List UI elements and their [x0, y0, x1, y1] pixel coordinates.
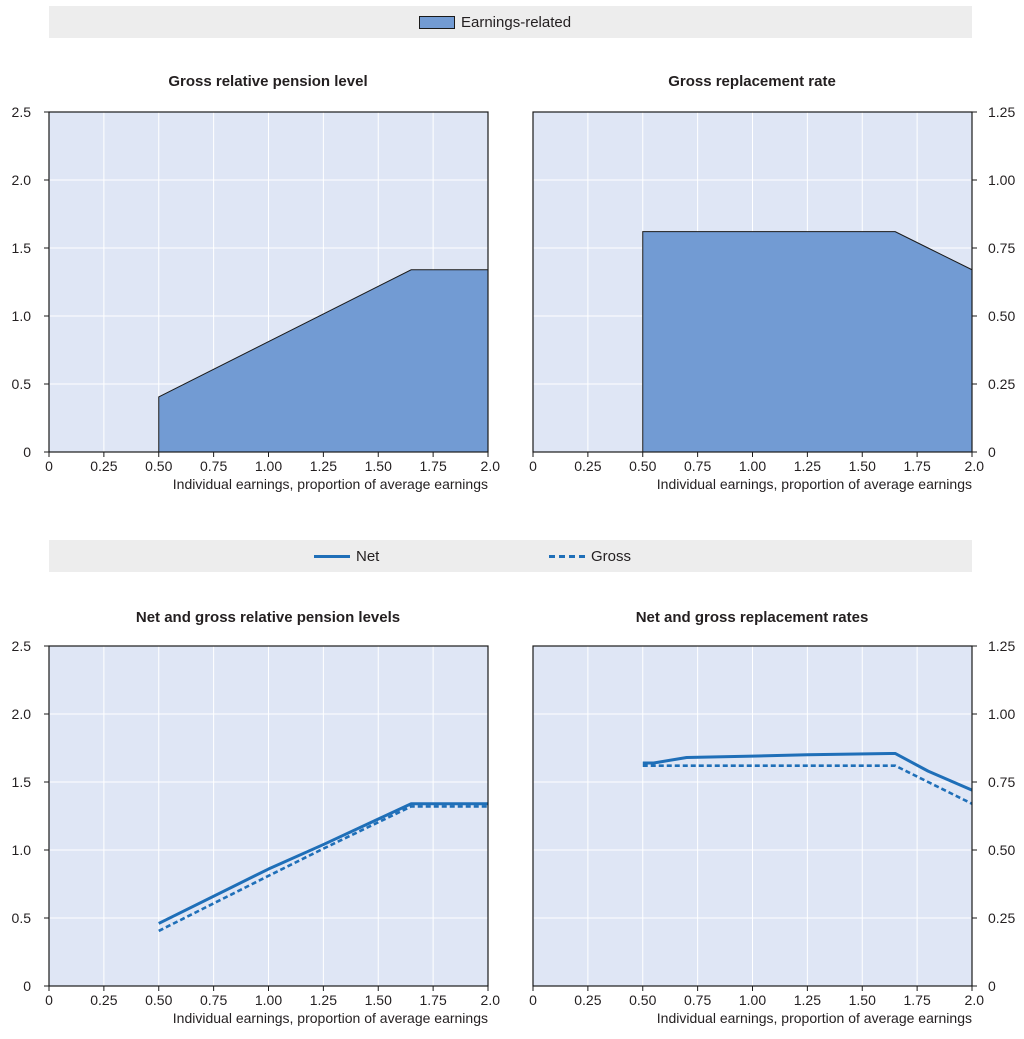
- chart3-xtick-label: 0.25: [574, 992, 601, 1008]
- chart3-ytick-label: 0.50: [988, 842, 1015, 858]
- chart0-ytick-label: 2.0: [12, 172, 32, 188]
- chart1-xtick-label: 2.0: [965, 458, 985, 474]
- chart2-xtick-label: 0.50: [145, 992, 172, 1008]
- chart1-xtick-label: 0: [529, 458, 537, 474]
- chart0-ytick-label: 1.0: [12, 308, 32, 324]
- chart3-ytick-label: 0.25: [988, 910, 1015, 926]
- chart2-xaxis-label: Individual earnings, proportion of avera…: [173, 1010, 488, 1026]
- chart2-ytick-label: 0.5: [12, 910, 32, 926]
- chart1-ytick-label: 0.25: [988, 376, 1015, 392]
- chart1-xtick-label: 1.50: [849, 458, 876, 474]
- legend-label-gross: Gross: [591, 547, 632, 565]
- chart2-xtick-label: 0.25: [90, 992, 117, 1008]
- chart1-ytick-label: 1.00: [988, 172, 1015, 188]
- chart0-xtick-label: 0: [45, 458, 53, 474]
- chart2-xtick-label: 1.25: [310, 992, 337, 1008]
- chart1-xtick-label: 1.00: [739, 458, 766, 474]
- chart0-xaxis-label: Individual earnings, proportion of avera…: [173, 476, 488, 492]
- legend-label-earnings-related: Earnings-related: [461, 13, 572, 31]
- chart0-xtick-label: 1.50: [365, 458, 392, 474]
- chart2-xtick-label: 1.75: [420, 992, 447, 1008]
- chart3-ytick-label: 0.75: [988, 774, 1015, 790]
- chart-title-net-gross-replacement-rates: Net and gross replacement rates: [635, 609, 869, 626]
- chart0-area-earnings-related: [158, 269, 488, 452]
- chart2-series-gross: [158, 805, 488, 933]
- legend-label-net: Net: [356, 547, 380, 565]
- chart3-xtick-label: 1.25: [794, 992, 821, 1008]
- chart3-ytick-label: 1.00: [988, 706, 1015, 722]
- chart0-ytick-label: 0: [23, 444, 31, 460]
- legend-line-net: [314, 554, 350, 558]
- chart0-xtick-label: 0.50: [145, 458, 172, 474]
- chart1-area-earnings-related: [642, 231, 972, 452]
- legend-item-gross: Gross: [549, 540, 631, 572]
- legend-line-gross: [549, 554, 585, 558]
- chart3-ytick-label: 0: [988, 978, 996, 994]
- chart-title-gross-replacement-rate: Gross replacement rate: [668, 73, 836, 90]
- chart0-ytick-label: 0.5: [12, 376, 32, 392]
- chart1-ytick-label: 0.75: [988, 240, 1015, 256]
- chart2-xtick-label: 0: [45, 992, 53, 1008]
- legend-item-net: Net: [314, 540, 379, 572]
- chart-title-net-gross-relative-levels: Net and gross relative pension levels: [135, 609, 401, 626]
- chart2-ytick-label: 0: [23, 978, 31, 994]
- chart1-ytick-label: 0.50: [988, 308, 1015, 324]
- chart3-xtick-label: 0.50: [629, 992, 656, 1008]
- chart0-xtick-label: 1.75: [420, 458, 447, 474]
- chart2-ytick-label: 2.0: [12, 706, 32, 722]
- legend-top: Earnings-related: [49, 6, 972, 38]
- chart0-ytick-label: 2.5: [12, 104, 32, 120]
- chart2-xtick-label: 1.50: [365, 992, 392, 1008]
- chart3-xaxis-label: Individual earnings, proportion of avera…: [657, 1010, 972, 1026]
- chart3-ytick-label: 1.25: [988, 638, 1015, 654]
- chart0-xtick-label: 0.25: [90, 458, 117, 474]
- chart2-ytick-label: 2.5: [12, 638, 32, 654]
- chart0-xtick-label: 0.75: [200, 458, 227, 474]
- chart2-ytick-label: 1.0: [12, 842, 32, 858]
- chart2-series-net: [158, 802, 488, 925]
- chart1-ytick-label: 0: [988, 444, 996, 460]
- chart-title-gross-relative-level: Gross relative pension level: [168, 73, 368, 90]
- chart3-xtick-label: 1.00: [739, 992, 766, 1008]
- chart3-xtick-label: 0: [529, 992, 537, 1008]
- chart2-xtick-label: 0.75: [200, 992, 227, 1008]
- legend-swatch-earnings-related: [419, 15, 455, 29]
- chart3-series-net: [642, 751, 973, 792]
- chart3-xtick-label: 2.0: [965, 992, 985, 1008]
- chart2-xtick-label: 1.00: [255, 992, 282, 1008]
- chart1-xtick-label: 1.75: [904, 458, 931, 474]
- chart1-xaxis-label: Individual earnings, proportion of avera…: [657, 476, 972, 492]
- chart3-series-gross: [642, 764, 973, 805]
- legend-item-earnings-related: Earnings-related: [419, 6, 571, 38]
- chart3-xtick-label: 1.75: [904, 992, 931, 1008]
- legend-bottom: Net Gross: [49, 540, 972, 572]
- chart1-xtick-label: 0.75: [684, 458, 711, 474]
- chart3-xtick-label: 1.50: [849, 992, 876, 1008]
- chart0-ytick-label: 1.5: [12, 240, 32, 256]
- chart0-xtick-label: 2.0: [481, 458, 501, 474]
- chart2-ytick-label: 1.5: [12, 774, 32, 790]
- chart1-xtick-label: 0.50: [629, 458, 656, 474]
- chart0-xtick-label: 1.25: [310, 458, 337, 474]
- chart0-area-edge: [158, 269, 488, 452]
- chart1-area-edge: [642, 231, 973, 452]
- chart1-ytick-label: 1.25: [988, 104, 1015, 120]
- chart2-xtick-label: 2.0: [481, 992, 501, 1008]
- chart1-xtick-label: 1.25: [794, 458, 821, 474]
- chart3-xtick-label: 0.75: [684, 992, 711, 1008]
- chart1-xtick-label: 0.25: [574, 458, 601, 474]
- chart0-xtick-label: 1.00: [255, 458, 282, 474]
